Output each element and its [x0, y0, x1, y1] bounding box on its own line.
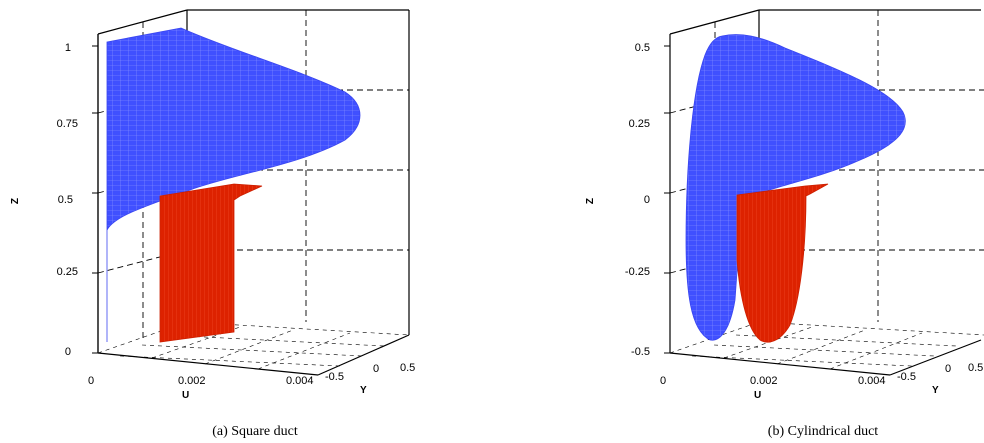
u-axis-label: U [754, 390, 761, 401]
z-tick-label: 0.75 [57, 118, 78, 130]
z-tick-label: 0.5 [58, 194, 73, 206]
z-tick-label: -0.5 [631, 346, 650, 358]
u-tick-label: 0.002 [750, 375, 778, 387]
y-tick-label: 0.5 [400, 362, 415, 374]
caption-b: (b) Cylindrical duct [768, 424, 879, 439]
u-axis-label: U [182, 390, 189, 401]
panel-b: -0.5 -0.25 0 0.25 0.5 Z 0 0.002 0.004 U … [585, 9, 984, 439]
y-axis-label: Y [360, 385, 367, 396]
z-tick-label: 0.5 [635, 42, 650, 54]
y-tick-label: 0 [945, 363, 951, 375]
y-axis-ticks-b: -0.5 0 0.5 [897, 362, 983, 383]
y-tick-label: -0.5 [325, 371, 344, 383]
caption-a: (a) Square duct [212, 424, 298, 439]
u-tick-label: 0 [88, 375, 94, 387]
u-axis-ticks-b: 0 0.002 0.004 [660, 375, 886, 387]
z-tick-label: 0.25 [57, 266, 78, 278]
y-axis-ticks-a: -0.5 0 0.5 [325, 362, 415, 383]
series-red-surface-b [736, 183, 829, 343]
z-tick-label: -0.25 [625, 266, 650, 278]
z-axis-ticks-a: 0 0.25 0.5 0.75 1 [57, 42, 98, 358]
u-axis-ticks-a: 0 0.002 0.004 [88, 375, 314, 387]
panel-a: 0 0.25 0.5 0.75 1 Z 0 0.002 0.004 U -0.5… [10, 9, 415, 439]
u-tick-label: 0.004 [286, 375, 314, 387]
u-tick-label: 0.002 [178, 375, 206, 387]
y-tick-label: 0.5 [968, 362, 983, 374]
y-axis-label: Y [932, 385, 939, 396]
y-tick-label: -0.5 [897, 371, 916, 383]
z-axis-label: Z [585, 198, 596, 204]
u-tick-label: 0 [660, 375, 666, 387]
z-axis-label: Z [10, 198, 21, 204]
y-tick-label: 0 [373, 363, 379, 375]
z-tick-label: 0.25 [629, 118, 650, 130]
series-red-surface-a [159, 183, 263, 343]
series-blue-surface-a [106, 27, 361, 342]
z-axis-ticks-b: -0.5 -0.25 0 0.25 0.5 [625, 42, 670, 358]
z-tick-label: 1 [65, 42, 71, 54]
u-tick-label: 0.004 [858, 375, 886, 387]
z-tick-label: 0 [644, 194, 650, 206]
z-tick-label: 0 [65, 346, 71, 358]
